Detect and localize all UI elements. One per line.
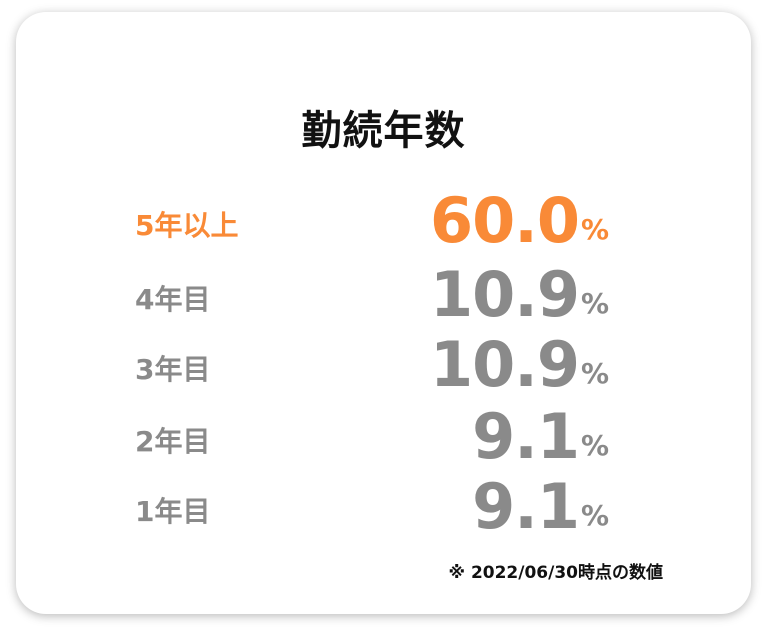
- stat-label: 5年以上: [135, 209, 239, 242]
- stat-label: 2年目: [135, 425, 211, 458]
- stat-value: 10.9: [430, 328, 580, 401]
- stat-unit: %: [581, 213, 610, 246]
- stat-unit: %: [581, 287, 610, 320]
- tenure-card: 勤続年数 5年以上 60.0 % 4年目 10.9 % 3年目 10.9 % 2…: [16, 12, 751, 614]
- stat-label: 3年目: [135, 353, 211, 386]
- stat-label: 1年目: [135, 495, 211, 528]
- stat-row: 5年以上 60.0 %: [16, 182, 751, 252]
- stat-row: 1年目 9.1 %: [16, 468, 751, 538]
- stat-row: 2年目 9.1 %: [16, 398, 751, 468]
- stat-value: 10.9: [430, 258, 580, 331]
- stat-value: 60.0: [430, 184, 580, 257]
- stat-unit: %: [581, 429, 610, 462]
- stat-unit: %: [581, 357, 610, 390]
- stat-unit: %: [581, 499, 610, 532]
- stat-row: 3年目 10.9 %: [16, 326, 751, 396]
- stat-label: 4年目: [135, 283, 211, 316]
- stat-value: 9.1: [472, 470, 580, 543]
- date-note: ※ 2022/06/30時点の数値: [448, 563, 664, 583]
- card-title: 勤続年数: [301, 108, 466, 154]
- stat-row: 4年目 10.9 %: [16, 256, 751, 326]
- stat-value: 9.1: [472, 400, 580, 473]
